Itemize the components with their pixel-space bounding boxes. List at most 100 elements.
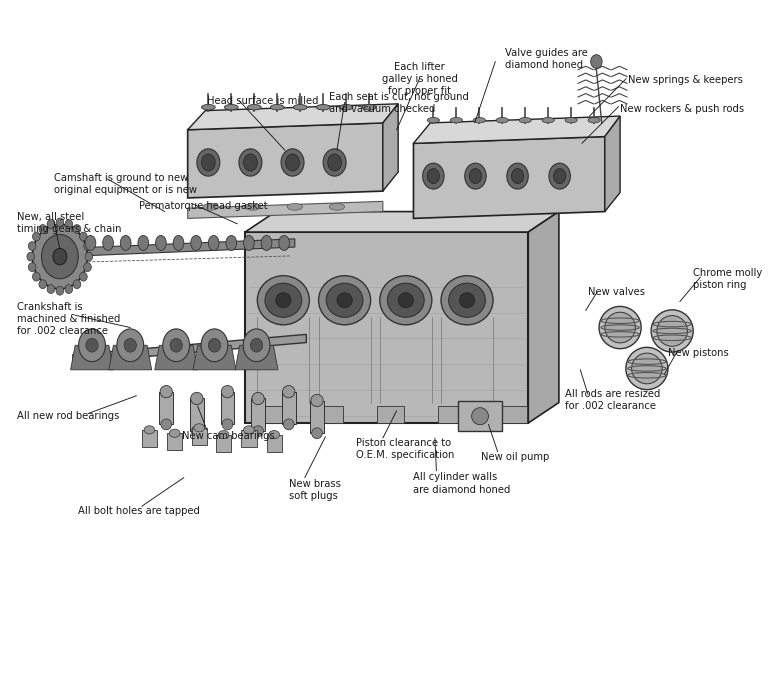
Ellipse shape	[222, 419, 233, 430]
Ellipse shape	[252, 393, 264, 404]
Bar	[241, 430, 256, 447]
Ellipse shape	[496, 118, 508, 123]
Ellipse shape	[319, 276, 371, 325]
Ellipse shape	[244, 154, 257, 171]
Ellipse shape	[117, 329, 144, 362]
Ellipse shape	[103, 235, 113, 251]
Ellipse shape	[316, 104, 330, 110]
Ellipse shape	[312, 428, 323, 438]
Ellipse shape	[599, 306, 641, 349]
Text: Each seat is cut, not ground
and vacuum checked: Each seat is cut, not ground and vacuum …	[330, 92, 469, 114]
Text: New springs & keepers: New springs & keepers	[628, 75, 743, 85]
Bar	[216, 434, 231, 452]
Ellipse shape	[84, 262, 91, 271]
Ellipse shape	[65, 220, 73, 228]
Ellipse shape	[85, 252, 93, 261]
Ellipse shape	[472, 408, 488, 425]
Ellipse shape	[473, 118, 486, 123]
Text: Each lifter
galley is honed
for proper fit: Each lifter galley is honed for proper f…	[382, 61, 458, 96]
Ellipse shape	[201, 154, 216, 171]
Ellipse shape	[279, 235, 290, 251]
Polygon shape	[70, 345, 113, 370]
Ellipse shape	[380, 276, 432, 325]
Ellipse shape	[155, 235, 166, 251]
Ellipse shape	[161, 419, 172, 430]
Polygon shape	[383, 104, 398, 191]
Ellipse shape	[448, 283, 486, 317]
Ellipse shape	[27, 252, 34, 261]
Ellipse shape	[469, 168, 482, 184]
Polygon shape	[604, 116, 620, 212]
Ellipse shape	[79, 329, 105, 362]
Bar	[191, 428, 207, 445]
Ellipse shape	[657, 315, 687, 347]
Ellipse shape	[286, 154, 299, 171]
Ellipse shape	[56, 286, 64, 295]
Ellipse shape	[512, 168, 524, 184]
Ellipse shape	[239, 149, 262, 176]
Ellipse shape	[465, 163, 486, 189]
Ellipse shape	[441, 276, 493, 325]
Ellipse shape	[284, 419, 294, 430]
Polygon shape	[73, 334, 306, 363]
Polygon shape	[528, 212, 559, 423]
Ellipse shape	[173, 235, 184, 251]
Polygon shape	[245, 232, 528, 423]
Ellipse shape	[33, 232, 40, 241]
Ellipse shape	[251, 338, 262, 352]
Ellipse shape	[604, 313, 636, 343]
Ellipse shape	[221, 386, 234, 398]
Ellipse shape	[554, 168, 565, 184]
Bar	[220, 392, 234, 425]
Ellipse shape	[651, 310, 694, 352]
Bar	[266, 434, 282, 452]
Ellipse shape	[328, 154, 341, 171]
Ellipse shape	[362, 104, 376, 110]
Polygon shape	[109, 345, 152, 370]
Ellipse shape	[194, 424, 205, 432]
Polygon shape	[413, 116, 620, 143]
Ellipse shape	[294, 104, 307, 110]
Ellipse shape	[56, 218, 64, 227]
Ellipse shape	[626, 347, 668, 390]
Ellipse shape	[144, 426, 155, 434]
Text: New, all steel
timing gears & chain: New, all steel timing gears & chain	[17, 212, 122, 234]
Bar	[438, 406, 465, 423]
Ellipse shape	[244, 235, 255, 251]
Text: Crankshaft is
machined & finished
for .002 clearance: Crankshaft is machined & finished for .0…	[17, 301, 120, 336]
Ellipse shape	[41, 235, 78, 279]
Ellipse shape	[265, 283, 301, 317]
Ellipse shape	[53, 248, 66, 264]
Ellipse shape	[73, 280, 80, 289]
Ellipse shape	[226, 235, 237, 251]
Ellipse shape	[565, 118, 577, 123]
Ellipse shape	[257, 276, 309, 325]
Ellipse shape	[276, 293, 291, 308]
Text: Permatorque head gasket: Permatorque head gasket	[140, 200, 268, 211]
Ellipse shape	[427, 118, 440, 123]
Ellipse shape	[398, 293, 413, 308]
Ellipse shape	[339, 104, 353, 110]
Text: Piston clearance to
O.E.M. specification: Piston clearance to O.E.M. specification	[356, 438, 455, 461]
Ellipse shape	[330, 203, 344, 210]
Text: New pistons: New pistons	[668, 348, 729, 358]
Ellipse shape	[519, 118, 531, 123]
Ellipse shape	[120, 235, 131, 251]
Ellipse shape	[191, 393, 203, 404]
Ellipse shape	[28, 262, 36, 271]
Bar	[167, 433, 182, 450]
Ellipse shape	[287, 203, 302, 210]
Ellipse shape	[33, 272, 40, 281]
Polygon shape	[187, 104, 398, 129]
Ellipse shape	[450, 118, 462, 123]
Text: Camshaft is ground to new
original equipment or is new: Camshaft is ground to new original equip…	[54, 173, 197, 195]
Ellipse shape	[311, 395, 323, 406]
Bar	[316, 406, 343, 423]
Text: All cylinder walls
are diamond honed: All cylinder walls are diamond honed	[413, 472, 511, 495]
Bar	[251, 399, 265, 432]
Ellipse shape	[47, 285, 55, 294]
Ellipse shape	[162, 329, 190, 362]
Polygon shape	[245, 212, 559, 232]
Ellipse shape	[253, 426, 263, 436]
Text: Chrome molly
piston ring: Chrome molly piston ring	[693, 267, 762, 290]
